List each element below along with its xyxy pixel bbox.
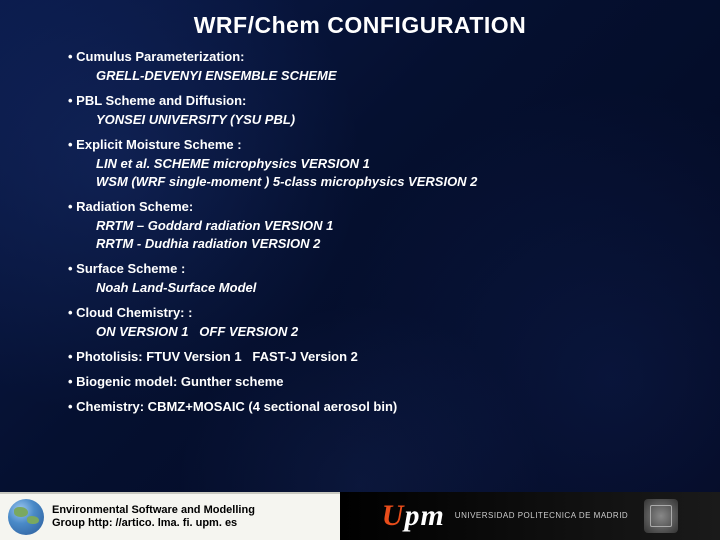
radiation-sub2: RRTM - Dudhia radiation VERSION 2 xyxy=(96,236,672,251)
crest-icon xyxy=(644,499,678,533)
upm-logo: Upm UNIVERSIDAD POLITECNICA DE MADRID xyxy=(382,499,678,533)
biogenic-line: • Biogenic model: Gunther scheme xyxy=(68,374,672,389)
moisture-heading: • Explicit Moisture Scheme : xyxy=(68,137,672,152)
surface-heading: • Surface Scheme : xyxy=(68,261,672,276)
upm-u: U xyxy=(382,499,405,532)
cumulus-sub1: GRELL-DEVENYI ENSEMBLE SCHEME xyxy=(96,68,672,83)
moisture-sub2: WSM (WRF single-moment ) 5-class microph… xyxy=(96,174,672,189)
footer-right-panel: Upm UNIVERSIDAD POLITECNICA DE MADRID xyxy=(340,492,720,540)
upm-pm: pm xyxy=(404,499,444,532)
slide-title: WRF/Chem CONFIGURATION xyxy=(0,12,720,39)
slide-content: • Cumulus Parameterization: GRELL-DEVENY… xyxy=(0,49,720,414)
upm-subtitle: UNIVERSIDAD POLITECNICA DE MADRID xyxy=(455,512,628,521)
cloud-heading: • Cloud Chemistry: : xyxy=(68,305,672,320)
radiation-heading: • Radiation Scheme: xyxy=(68,199,672,214)
footer-group-line1: Environmental Software and Modelling xyxy=(52,504,255,516)
footer-group-line2: Group http: //artico. lma. fi. upm. es xyxy=(52,517,237,529)
radiation-sub1: RRTM – Goddard radiation VERSION 1 xyxy=(96,218,672,233)
surface-sub1: Noah Land-Surface Model xyxy=(96,280,672,295)
moisture-sub1: LIN et al. SCHEME microphysics VERSION 1 xyxy=(96,156,672,171)
upm-logo-text: Upm xyxy=(382,499,445,533)
cloud-sub1: ON VERSION 1 OFF VERSION 2 xyxy=(96,324,672,339)
slide-container: WRF/Chem CONFIGURATION • Cumulus Paramet… xyxy=(0,0,720,540)
footer-bar: Environmental Software and Modelling Gro… xyxy=(0,492,720,540)
cumulus-heading: • Cumulus Parameterization: xyxy=(68,49,672,64)
footer-left-panel: Environmental Software and Modelling Gro… xyxy=(0,492,340,540)
pbl-heading: • PBL Scheme and Diffusion: xyxy=(68,93,672,108)
footer-group-text: Environmental Software and Modelling Gro… xyxy=(52,504,255,530)
globe-icon xyxy=(8,499,44,535)
chemistry-line: • Chemistry: CBMZ+MOSAIC (4 sectional ae… xyxy=(68,399,672,414)
photolisis-line: • Photolisis: FTUV Version 1 FAST-J Vers… xyxy=(68,349,672,364)
pbl-sub1: YONSEI UNIVERSITY (YSU PBL) xyxy=(96,112,672,127)
